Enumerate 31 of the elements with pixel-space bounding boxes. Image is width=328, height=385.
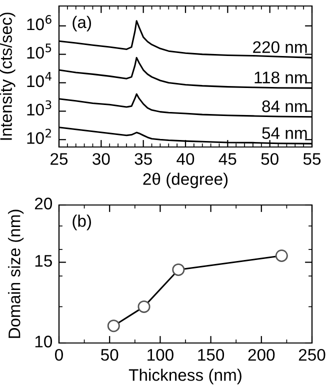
x-axis-title: 2θ (degree) (143, 172, 228, 188)
y-tick-label: 10$^{4}$ (27, 72, 52, 88)
x-tick-label: 150 (198, 348, 224, 361)
y-tick-label: 10$^{3}$ (27, 100, 52, 116)
y-axis-title: Intensity (cts/sec) (0, 12, 16, 140)
text: (a) (72, 16, 91, 32)
y-tick-label: 10$^{5}$ (27, 44, 52, 59)
x-tick-label: 55 (303, 153, 321, 165)
x-tick-label: 50 (101, 348, 118, 361)
legend-label: 220 nm (253, 41, 307, 54)
legend-label: 54 nm (262, 127, 307, 139)
x-tick-label: 50 (261, 153, 278, 165)
y-tick-label: 20 (34, 198, 52, 210)
x-tick-label: 40 (176, 153, 194, 165)
text: (b) (72, 214, 91, 230)
x-axis-title: Thickness (nm) (128, 368, 242, 384)
x-tick-label: 0 (55, 348, 63, 361)
x-tick-label: 45 (218, 153, 236, 165)
x-tick-label: 35 (134, 153, 152, 165)
x-tick-label: 25 (50, 153, 68, 165)
x-tick-label: 250 (298, 348, 326, 361)
x-tick-label: 200 (248, 348, 275, 361)
x-tick-label: 30 (92, 153, 110, 165)
y-tick-label: 10 (35, 336, 52, 348)
y-tick-label: 15 (35, 255, 52, 267)
y-tick-label: 10$^{6}$ (27, 15, 52, 30)
x-tick-label: 100 (148, 348, 174, 361)
y-tick-label: 10$^{2}$ (27, 128, 51, 144)
legend-label: 84 nm (262, 100, 307, 112)
legend-label: 118 nm (254, 72, 307, 84)
y-axis-title: Domain size (nm) (8, 210, 24, 338)
